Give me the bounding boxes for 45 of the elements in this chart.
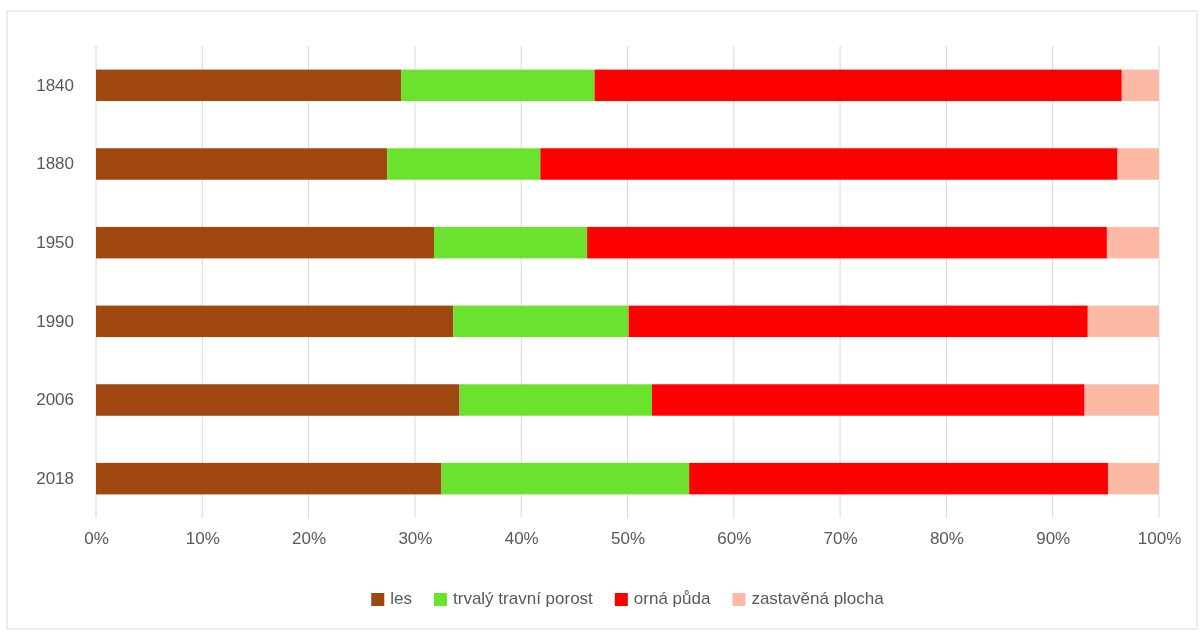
bar [1087,305,1159,338]
x-tick-label: 50% [610,529,646,549]
y-tick-label: 1880 [36,154,74,174]
bar [96,226,435,259]
legend-label: orná půda [633,589,711,608]
y-tick-label: 1990 [36,311,74,331]
x-tick-label: 60% [717,529,752,549]
bar [689,462,1108,495]
bar [1106,226,1159,259]
x-tick-label: 90% [1036,529,1071,549]
bar [1107,462,1159,495]
bar [96,462,442,495]
bar [453,305,629,338]
legend-label: les [390,589,412,608]
bar [587,226,1107,259]
bar [434,226,588,259]
bar [401,69,595,102]
bar [387,148,541,180]
bar [96,69,402,102]
x-tick-label: 100% [1137,529,1182,549]
bar [1117,148,1159,180]
x-tick-label: 40% [504,529,539,549]
bar [1084,384,1159,416]
bar [628,305,1088,338]
bar [651,384,1085,416]
bar [459,384,652,416]
y-tick-label: 2018 [36,469,74,489]
y-tick-label: 2006 [36,390,74,410]
x-tick-label: 80% [929,529,964,549]
x-tick-label: 30% [398,529,433,549]
x-tick-label: 0% [84,529,109,549]
bar [96,384,460,416]
y-tick-label: 1950 [36,233,74,253]
x-tick-label: 10% [185,529,220,549]
bar [96,305,454,338]
bar [96,148,388,180]
legend-label: zastavěná plocha [751,589,885,608]
bar [594,69,1122,102]
legend-label: trvalý travní porost [453,589,594,608]
bar [540,148,1118,180]
x-tick-label: 20% [292,529,327,549]
bar [1121,69,1159,102]
bar [441,462,690,495]
y-tick-label: 1840 [36,75,74,95]
x-tick-label: 70% [823,529,858,549]
